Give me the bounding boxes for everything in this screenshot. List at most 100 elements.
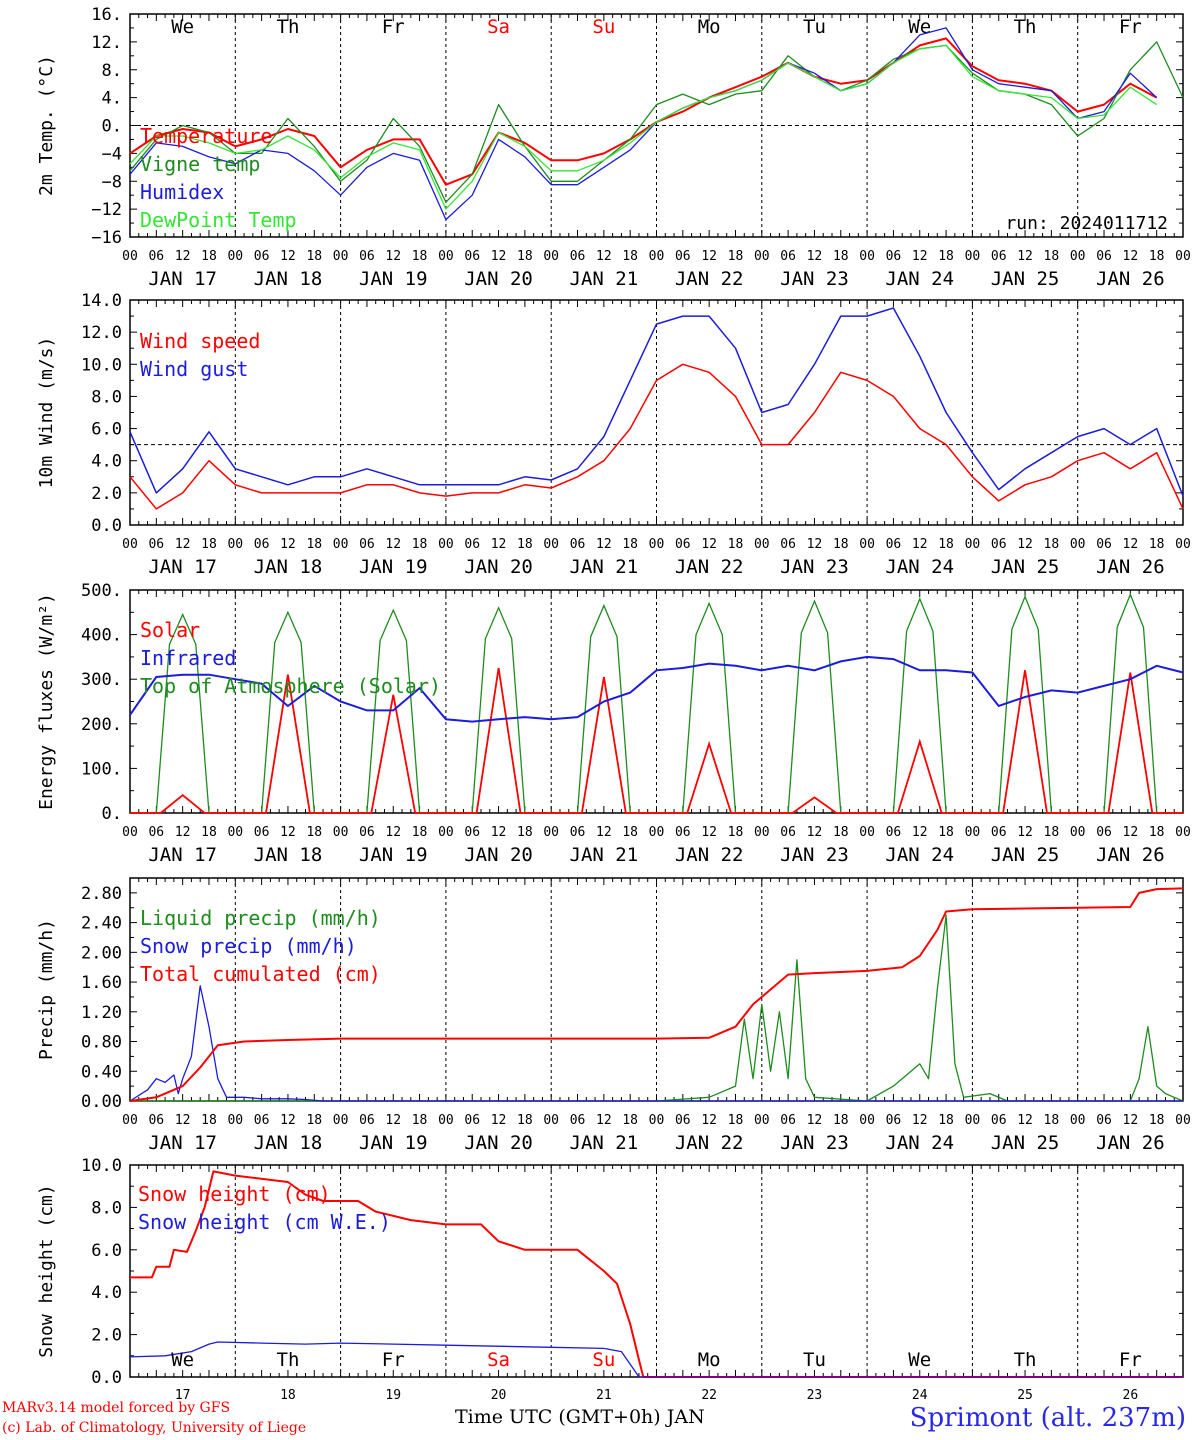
energy-y-tick-label: 200.	[81, 715, 122, 735]
weekday-label: Fr	[382, 1349, 405, 1371]
energy-legend-entry: Top of Atmosphere (Solar)	[140, 674, 441, 698]
energy-legend-entry: Solar	[140, 618, 200, 642]
wind-series-line	[129, 363, 1184, 510]
hour-tick-label: 18	[201, 825, 217, 840]
date-label: JAN 18	[254, 556, 323, 578]
precip-y-label: Precip (mm/h)	[36, 919, 57, 1060]
temp-y-tick-label: 8.	[102, 61, 122, 81]
date-label: JAN 18	[254, 268, 323, 290]
date-label: JAN 23	[780, 268, 849, 290]
date-label: JAN 21	[570, 268, 639, 290]
hour-tick-label: 18	[201, 1113, 217, 1128]
temp-legend-entry: DewPoint Temp	[140, 208, 297, 232]
hour-tick-label: 00	[649, 249, 665, 264]
hour-tick-label: 18	[306, 249, 322, 264]
hour-tick-label: 06	[675, 825, 691, 840]
day-number-label: 22	[701, 1388, 717, 1403]
hour-tick-label: 06	[148, 1113, 164, 1128]
date-label: JAN 18	[254, 844, 323, 866]
hour-tick-label: 06	[254, 249, 270, 264]
hour-tick-label: 06	[359, 825, 375, 840]
day-number-label: 23	[807, 1388, 823, 1403]
hour-tick-label: 00	[1175, 825, 1191, 840]
hour-tick-label: 06	[780, 537, 796, 552]
hour-tick-label: 12	[596, 1113, 612, 1128]
hour-tick-label: 00	[333, 249, 349, 264]
day-number-label: 17	[175, 1388, 191, 1403]
hour-tick-label: 06	[464, 249, 480, 264]
weekday-label: Sa	[487, 1349, 510, 1371]
hour-tick-label: 12	[175, 825, 191, 840]
hour-tick-label: 06	[675, 537, 691, 552]
temp-y-tick-label: −12	[91, 200, 122, 220]
hour-tick-label: 18	[1149, 249, 1165, 264]
energy-legend-entry: Infrared	[140, 646, 236, 670]
hour-tick-label: 00	[543, 249, 559, 264]
hour-tick-label: 00	[859, 249, 875, 264]
date-label: JAN 24	[885, 556, 954, 578]
snow-y-tick-label: 10.0	[81, 1156, 122, 1176]
hour-tick-label: 18	[412, 1113, 428, 1128]
hour-tick-label: 00	[1070, 1113, 1086, 1128]
hour-tick-label: 12	[596, 825, 612, 840]
date-label: JAN 22	[675, 844, 744, 866]
date-label: JAN 19	[359, 268, 428, 290]
hour-tick-label: 18	[201, 537, 217, 552]
wind-y-tick-label: 4.0	[91, 452, 122, 472]
date-label: JAN 23	[780, 556, 849, 578]
hour-tick-label: 12	[491, 825, 507, 840]
hour-tick-label: 06	[359, 249, 375, 264]
hour-tick-label: 12	[807, 537, 823, 552]
hour-tick-label: 06	[254, 537, 270, 552]
hour-tick-label: 00	[438, 1113, 454, 1128]
hour-tick-label: 12	[280, 537, 296, 552]
hour-tick-label: 18	[1149, 537, 1165, 552]
hour-tick-label: 18	[1044, 537, 1060, 552]
hour-tick-label: 00	[859, 537, 875, 552]
temp-y-label: 2m Temp. (°C)	[36, 55, 57, 196]
temp-series-line	[129, 27, 1158, 221]
hour-tick-label: 00	[227, 1113, 243, 1128]
temp-series-line	[129, 37, 1158, 186]
hour-tick-label: 06	[464, 825, 480, 840]
hour-tick-label: 12	[175, 1113, 191, 1128]
date-label: JAN 19	[359, 556, 428, 578]
hour-tick-label: 00	[333, 825, 349, 840]
hour-tick-label: 18	[1044, 249, 1060, 264]
hour-tick-label: 06	[991, 249, 1007, 264]
hour-tick-label: 12	[701, 1113, 717, 1128]
hour-tick-label: 00	[227, 537, 243, 552]
snow-y-label: Snow height (cm)	[36, 1184, 57, 1357]
date-label: JAN 17	[148, 556, 217, 578]
energy-y-label: Energy fluxes (W/m²)	[36, 593, 57, 810]
day-number-label: 18	[280, 1388, 296, 1403]
weekday-label: Tu	[803, 16, 826, 38]
hour-tick-label: 18	[833, 537, 849, 552]
energy-y-tick-label: 100.	[81, 759, 122, 779]
wind-y-tick-label: 0.0	[91, 516, 122, 536]
hour-tick-label: 00	[227, 249, 243, 264]
hour-tick-label: 06	[780, 1113, 796, 1128]
precip-y-tick-label: 0.40	[81, 1062, 122, 1082]
hour-tick-label: 12	[1017, 249, 1033, 264]
date-label: JAN 23	[780, 844, 849, 866]
hour-tick-label: 06	[1096, 537, 1112, 552]
weekday-label: Mo	[698, 16, 721, 38]
hour-tick-label: 18	[833, 249, 849, 264]
hour-tick-label: 00	[438, 537, 454, 552]
precip-series-line	[130, 914, 1184, 1102]
hour-tick-label: 18	[412, 825, 428, 840]
precip-y-tick-label: 1.60	[81, 973, 122, 993]
weekday-label: Fr	[1119, 1349, 1142, 1371]
date-label: JAN 26	[1096, 556, 1165, 578]
hour-tick-label: 06	[359, 1113, 375, 1128]
hour-tick-label: 06	[991, 825, 1007, 840]
energy-y-tick-label: 500.	[81, 581, 122, 601]
wind-y-label: 10m Wind (m/s)	[36, 337, 57, 489]
temp-legend-entry: Temperature	[140, 124, 272, 148]
precip-y-tick-label: 0.80	[81, 1033, 122, 1053]
date-label: JAN 26	[1096, 1132, 1165, 1154]
precip-y-tick-label: 2.80	[81, 884, 122, 904]
hour-tick-label: 00	[122, 825, 138, 840]
hour-tick-label: 00	[859, 825, 875, 840]
